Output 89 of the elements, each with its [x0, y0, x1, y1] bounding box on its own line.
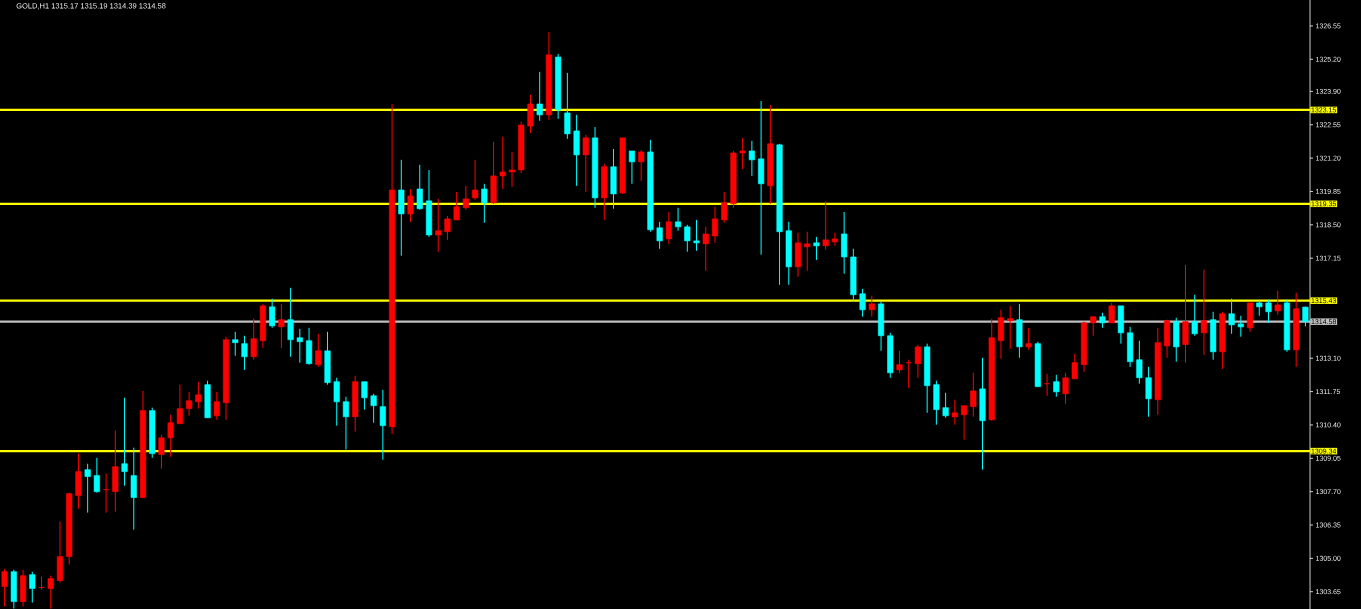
candlestick [970, 372, 977, 418]
candlestick [951, 399, 958, 426]
candlestick [250, 318, 257, 361]
candlestick [130, 447, 137, 531]
candlestick [84, 463, 91, 514]
candlestick [1265, 299, 1272, 324]
candlestick [711, 206, 719, 244]
candlestick [1071, 353, 1078, 380]
candlestick [472, 159, 479, 201]
candlestick [176, 384, 183, 425]
candlestick [1228, 298, 1235, 335]
candlestick [656, 221, 663, 250]
candlestick [859, 288, 866, 318]
candlestick [481, 183, 488, 224]
candlestick [435, 198, 442, 253]
candlestick [1200, 269, 1207, 356]
candlestick [896, 350, 903, 374]
candlestick [195, 381, 202, 410]
candlestick [379, 389, 386, 461]
candlestick [831, 232, 838, 247]
candlestick [942, 392, 949, 419]
candlestick [296, 328, 303, 364]
candlestick [997, 309, 1005, 360]
candlestick [407, 188, 414, 223]
candlestick [213, 391, 220, 421]
candlestick [93, 457, 100, 494]
candlestick [499, 136, 506, 190]
candlestick [675, 207, 682, 232]
candlestick [693, 219, 700, 252]
candlestick [702, 226, 709, 272]
candlestick [444, 215, 451, 241]
candlestick [305, 327, 313, 366]
candlestick [582, 134, 589, 193]
candlestick [370, 393, 377, 424]
candlestick [1136, 340, 1143, 385]
candlestick [278, 303, 285, 349]
candlestick [1, 568, 8, 608]
candlestick [794, 232, 802, 278]
candlestick [1182, 264, 1189, 364]
candlestick [1237, 315, 1244, 338]
candlestick [564, 72, 571, 140]
candlestick [342, 396, 350, 451]
candlestick [121, 397, 128, 487]
candlestick [508, 151, 516, 188]
candlestick [269, 298, 276, 329]
candlestick [813, 236, 820, 261]
candlestick [232, 331, 239, 357]
candlestick [47, 575, 54, 609]
candlestick [914, 344, 921, 379]
candlestick [241, 335, 248, 371]
candlestick [333, 377, 340, 427]
candlestick [186, 391, 193, 417]
candlestick [75, 453, 82, 510]
candlestick [1191, 294, 1198, 337]
candlestick [315, 333, 322, 368]
candlestick [1274, 290, 1281, 316]
candlestick [1062, 372, 1069, 405]
candlestick [56, 521, 64, 584]
candlestick [1145, 366, 1152, 418]
candlestick [1025, 327, 1032, 351]
candlestick [398, 159, 405, 257]
candlestick [684, 224, 691, 253]
candlestick [638, 149, 645, 182]
candlestick [361, 381, 368, 411]
candlestick [1090, 316, 1097, 337]
candlestick [960, 405, 968, 441]
candlestick [822, 200, 829, 251]
candlestick [453, 191, 460, 221]
candlestick [1108, 302, 1115, 324]
candlestick [868, 295, 875, 318]
candlestick [1302, 306, 1309, 327]
candlestick [665, 211, 672, 245]
candlestick [1007, 305, 1014, 350]
candlestick [841, 211, 848, 275]
candlestick [527, 94, 534, 134]
candlestick [167, 414, 174, 458]
candlestick [29, 571, 36, 604]
candlestick [628, 150, 636, 185]
candlestick [721, 191, 728, 224]
candlestick [804, 231, 811, 272]
candlestick [287, 287, 294, 358]
candlestick [462, 185, 469, 211]
candlestick [1053, 374, 1060, 398]
candlestick [536, 71, 543, 122]
candlestick [739, 137, 746, 170]
candlestick [748, 140, 755, 177]
candlestick [573, 114, 580, 187]
candlestick [416, 164, 423, 211]
candlestick [158, 434, 165, 470]
